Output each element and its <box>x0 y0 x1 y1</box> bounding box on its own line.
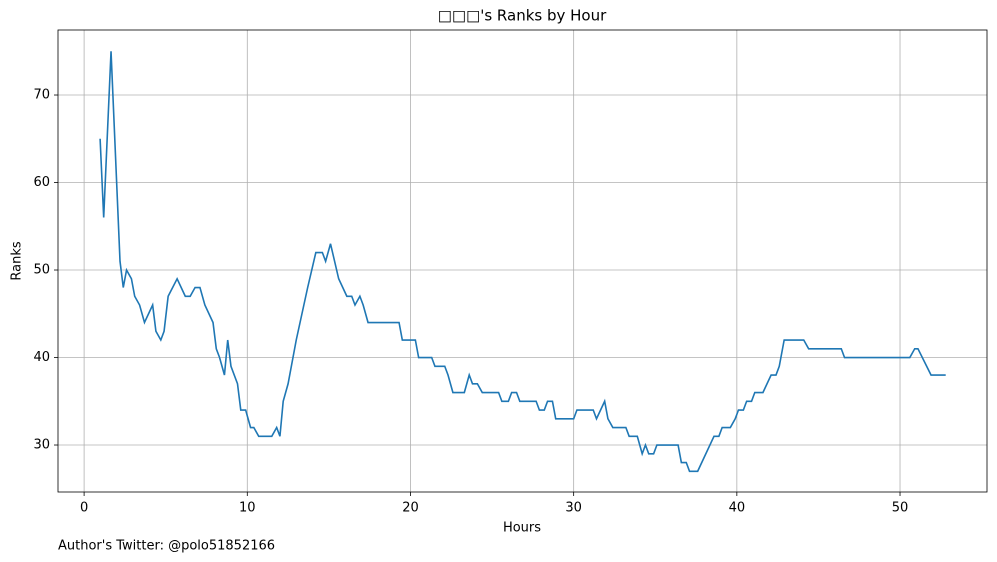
x-tick-label: 30 <box>565 501 582 516</box>
x-tick-label: 0 <box>80 501 88 516</box>
x-axis-label: Hours <box>503 521 541 536</box>
chart-title: □□□'s Ranks by Hour <box>438 7 607 25</box>
y-tick-label: 60 <box>33 175 50 190</box>
y-axis-label: Ranks <box>10 241 25 280</box>
y-tick-label: 30 <box>33 438 50 453</box>
y-tick-label: 70 <box>33 88 50 103</box>
plot-frame <box>57 29 988 493</box>
x-tick-label: 50 <box>892 501 909 516</box>
line <box>99 51 946 473</box>
y-tick-label: 40 <box>33 350 50 365</box>
x-tick-label: 20 <box>402 501 419 516</box>
y-tick-label: 50 <box>33 263 50 278</box>
x-tick-label: 10 <box>239 501 256 516</box>
footer: Author's Twitter: @polo51852166 <box>58 539 275 554</box>
x-tick-label: 40 <box>729 501 746 516</box>
